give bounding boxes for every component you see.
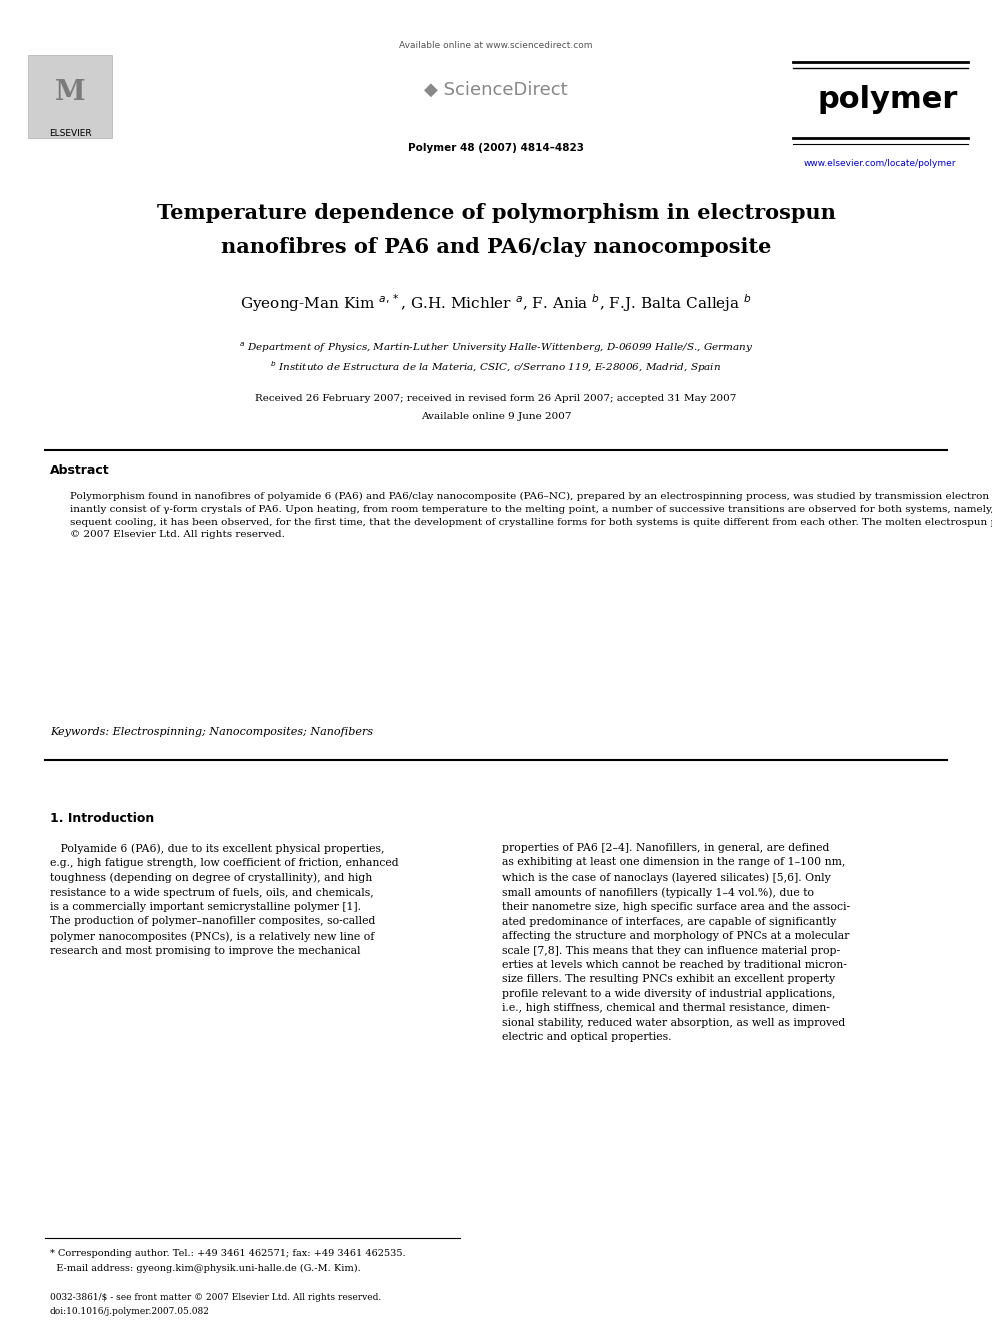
Text: Available online 9 June 2007: Available online 9 June 2007 [421,411,571,421]
Text: M: M [55,78,85,106]
Text: * Corresponding author. Tel.: +49 3461 462571; fax: +49 3461 462535.: * Corresponding author. Tel.: +49 3461 4… [50,1249,406,1257]
Text: Polyamide 6 (PA6), due to its excellent physical properties,
e.g., high fatigue : Polyamide 6 (PA6), due to its excellent … [50,843,399,957]
Text: $^{b}$ Instituto de Estructura de la Materia, CSIC, c/Serrano 119, E-28006, Madr: $^{b}$ Instituto de Estructura de la Mat… [271,359,721,374]
Text: Abstract: Abstract [50,463,110,476]
Text: Available online at www.sciencedirect.com: Available online at www.sciencedirect.co… [399,41,593,50]
Text: nanofibres of PA6 and PA6/clay nanocomposite: nanofibres of PA6 and PA6/clay nanocompo… [221,237,771,257]
Text: 0032-3861/$ - see front matter © 2007 Elsevier Ltd. All rights reserved.: 0032-3861/$ - see front matter © 2007 El… [50,1293,381,1302]
Text: Gyeong-Man Kim $^{a,*}$, G.H. Michler $^{a}$, F. Ania $^{b}$, F.J. Balta Calleja: Gyeong-Man Kim $^{a,*}$, G.H. Michler $^… [240,292,752,314]
Text: www.elsevier.com/locate/polymer: www.elsevier.com/locate/polymer [804,159,956,168]
Text: ELSEVIER: ELSEVIER [49,128,91,138]
Text: E-mail address: gyeong.kim@physik.uni-halle.de (G.-M. Kim).: E-mail address: gyeong.kim@physik.uni-ha… [50,1263,361,1273]
Text: Keywords: Electrospinning; Nanocomposites; Nanofibers: Keywords: Electrospinning; Nanocomposite… [50,728,373,737]
Text: Polymorphism found in nanofibres of polyamide 6 (PA6) and PA6/clay nanocomposite: Polymorphism found in nanofibres of poly… [70,492,992,538]
Text: Received 26 February 2007; received in revised form 26 April 2007; accepted 31 M: Received 26 February 2007; received in r… [255,393,737,402]
Bar [28,56,112,138]
Text: Temperature dependence of polymorphism in electrospun: Temperature dependence of polymorphism i… [157,202,835,224]
Text: polymer: polymer [817,86,958,115]
Text: ◆ ScienceDirect: ◆ ScienceDirect [425,81,567,99]
Text: doi:10.1016/j.polymer.2007.05.082: doi:10.1016/j.polymer.2007.05.082 [50,1307,210,1316]
Text: Polymer 48 (2007) 4814–4823: Polymer 48 (2007) 4814–4823 [408,143,584,153]
Text: 1. Introduction: 1. Introduction [50,811,154,824]
Text: properties of PA6 [2–4]. Nanofillers, in general, are defined
as exhibiting at l: properties of PA6 [2–4]. Nanofillers, in… [502,843,850,1043]
Text: $^{a}$ Department of Physics, Martin-Luther University Halle-Wittenberg, D-06099: $^{a}$ Department of Physics, Martin-Lut… [239,341,753,355]
